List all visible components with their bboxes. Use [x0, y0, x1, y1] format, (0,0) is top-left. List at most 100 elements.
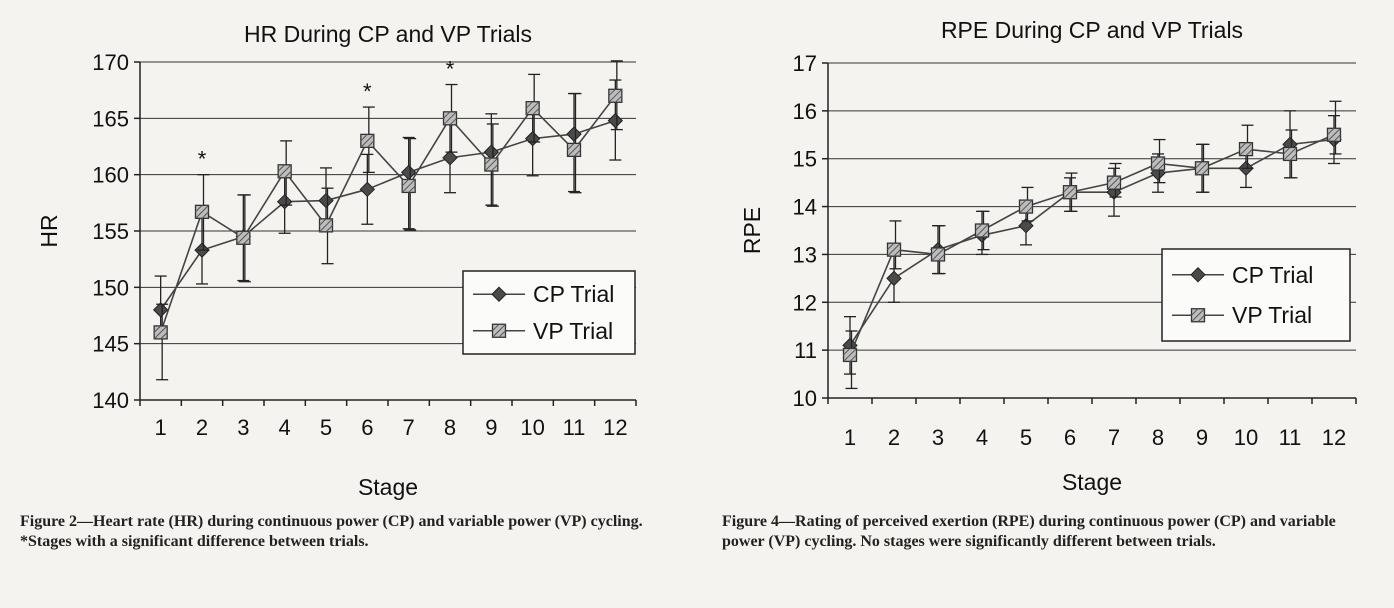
rpe-data-point-hatch: [1239, 142, 1253, 156]
hr-xtick-label: 11: [563, 415, 586, 440]
rpe-data-point: [1018, 199, 1034, 214]
rpe-data-point: [1018, 218, 1034, 234]
hr-significance-marker: *: [446, 57, 455, 82]
rpe-data-point-hatch: [1063, 185, 1077, 200]
hr-legend-label: VP Trial: [533, 318, 613, 344]
hr-data-point: [360, 133, 375, 149]
rpe-xtick-label: 5: [1020, 425, 1032, 450]
rpe-xtick-label: 6: [1064, 425, 1076, 450]
rpe-xtick-label: 9: [1196, 425, 1208, 450]
rpe-ytick-label: 15: [793, 147, 817, 172]
rpe-xtick-label: 4: [976, 425, 988, 450]
hr-ytick-label: 155: [92, 219, 129, 244]
hr-xtick-label: 10: [520, 415, 544, 440]
hr-data-point-hatch: [567, 143, 581, 157]
rpe-data-point: [842, 347, 858, 363]
hr-data-point: [442, 111, 458, 126]
rpe-legend-label: CP Trial: [1232, 262, 1313, 288]
rpe-data-point: [1326, 127, 1342, 142]
hr-xlabel: Stage: [358, 474, 418, 500]
hr-legend-marker: [491, 323, 507, 338]
rpe-ytick-label: 16: [793, 99, 817, 124]
rpe-data-point: [930, 247, 946, 262]
rpe-data-point: [1062, 185, 1078, 200]
hr-data-point-hatch: [277, 164, 292, 179]
rpe-ytick-label: 14: [793, 195, 817, 220]
hr-xtick-label: 2: [196, 415, 208, 440]
rpe-xtick-label: 11: [1279, 425, 1302, 450]
rpe-series-vp: [842, 100, 1342, 390]
hr-legend: CP Trial VP Trial: [462, 270, 636, 355]
rpe-legend-marker-hatch: [1191, 308, 1205, 323]
hr-data-point: [607, 112, 624, 129]
hr-xtick-label: 8: [444, 415, 456, 440]
rpe-data-point-hatch: [1327, 127, 1341, 142]
hr-significance-marker: *: [363, 79, 372, 104]
rpe-xlabel: Stage: [1062, 469, 1122, 495]
rpe-ytick-label: 13: [793, 242, 817, 267]
hr-legend-label: CP Trial: [533, 281, 614, 307]
hr-ytick-label: 150: [92, 275, 129, 300]
hr-data-point: [484, 157, 499, 172]
hr-data-point: [152, 302, 169, 318]
rpe-chart-svg: RPE During CP and VP Trials1011121314151…: [739, 17, 1357, 495]
hr-legend-marker: [491, 286, 507, 302]
hr-legend-marker-hatch: [492, 323, 506, 338]
rpe-xtick-label: 2: [888, 425, 900, 450]
hr-title: HR During CP and VP Trials: [244, 21, 532, 47]
hr-data-point: [608, 88, 623, 103]
hr-data-point-hatch: [195, 204, 209, 219]
rpe-data-point: [1150, 156, 1166, 171]
hr-data-point: [236, 230, 251, 245]
hr-data-point: [359, 181, 376, 198]
rpe-ytick-label: 17: [793, 51, 817, 76]
rpe-data-point-hatch: [975, 223, 989, 238]
hr-xtick-label: 4: [279, 415, 291, 440]
rpe-ylabel: RPE: [739, 207, 765, 254]
rpe-data-point: [886, 270, 902, 287]
rpe-data-point-hatch: [1151, 156, 1165, 171]
rpe-legend-marker: [1190, 267, 1206, 283]
hr-data-point: [442, 150, 458, 166]
hr-data-point: [566, 126, 582, 142]
hr-data-point: [525, 101, 540, 116]
rpe-data-point-hatch: [887, 242, 901, 257]
hr-chart: HR During CP and VP Trials 140 145 150 155 16…: [0, 0, 690, 508]
figure-2-caption: Figure 2—Heart rate (HR) during continuo…: [20, 513, 643, 550]
hr-series-vp: [153, 60, 623, 381]
hr-data-point-hatch: [401, 179, 416, 193]
hr-data-point-hatch: [608, 88, 623, 103]
hr-xtick-label: 3: [237, 415, 249, 440]
hr-ytick-label: 165: [92, 106, 129, 131]
hr-data-point: [524, 130, 541, 147]
rpe-data-point-hatch: [1019, 199, 1033, 214]
hr-xtick-label: 5: [320, 415, 332, 440]
rpe-data-point: [1282, 146, 1298, 162]
hr-xtick-label: 9: [485, 415, 497, 440]
hr-data-point-hatch: [319, 218, 333, 233]
rpe-data-point-hatch: [1107, 175, 1121, 190]
hr-data-point-hatch: [525, 101, 540, 116]
rpe-data-point: [974, 223, 990, 238]
rpe-legend-marker: [1190, 308, 1206, 323]
rpe-data-point-hatch: [1283, 147, 1297, 161]
hr-ytick-label: 145: [92, 332, 129, 357]
rpe-chart: RPE During CP and VP Trials 10 11 12 13 14 15 1…: [700, 0, 1394, 508]
hr-data-point-hatch: [484, 157, 499, 172]
hr-xtick-label: 1: [155, 415, 167, 440]
hr-data-point-hatch: [443, 111, 457, 126]
hr-data-point: [277, 164, 292, 179]
rpe-data-point: [1238, 141, 1254, 157]
rpe-xtick-label: 12: [1322, 425, 1346, 450]
hr-data-point: [194, 204, 210, 219]
rpe-xtick-label: 10: [1234, 425, 1258, 450]
hr-data-point: [566, 142, 582, 158]
rpe-ytick-label: 10: [793, 386, 817, 411]
hr-data-point: [153, 325, 168, 340]
hr-data-point: [318, 218, 334, 233]
hr-chart-svg: HR During CP and VP Trials14014515015516…: [36, 21, 637, 500]
rpe-legend-box: [1161, 248, 1351, 342]
figure-4-caption: Figure 4—Rating of perceived exertion (R…: [722, 513, 1336, 550]
rpe-data-point-hatch: [931, 247, 945, 262]
hr-data-point: [318, 192, 334, 209]
